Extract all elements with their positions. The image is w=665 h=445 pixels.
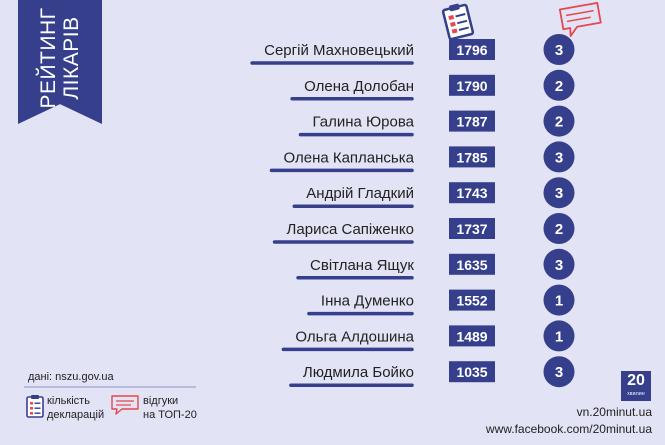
declarations-value: 1787 bbox=[456, 114, 487, 130]
clipboard-icon bbox=[441, 3, 475, 41]
reviews-value: 3 bbox=[555, 149, 563, 166]
legend-reviews-line2: на ТОП-20 bbox=[143, 409, 197, 421]
reviews-value: 2 bbox=[555, 221, 563, 238]
doctor-name: Сергій Махновецький bbox=[264, 42, 414, 59]
reviews-value: 3 bbox=[555, 42, 563, 59]
site-link[interactable]: vn.20minut.ua bbox=[576, 405, 652, 419]
reviews-circle bbox=[543, 284, 575, 316]
clipboard-icon bbox=[26, 395, 44, 418]
declarations-box bbox=[449, 39, 495, 60]
declarations-box bbox=[449, 289, 495, 311]
credits: vn.20minut.ua www.facebook.com/20minut.u… bbox=[486, 404, 652, 438]
doctor-name: Світлана Ящук bbox=[310, 257, 414, 274]
title-banner bbox=[18, 0, 102, 124]
legend-declarations: кількість декларацій bbox=[26, 394, 104, 422]
reviews-circle bbox=[543, 69, 575, 101]
declarations-box bbox=[449, 325, 495, 347]
doctor-name: Лариса Сапіженко bbox=[287, 221, 414, 238]
declarations-value: 1489 bbox=[456, 328, 487, 344]
declarations-box bbox=[449, 182, 495, 204]
doctor-name: Ольга Алдошина bbox=[295, 328, 414, 345]
doctor-name: Андрій Гладкий bbox=[306, 185, 414, 202]
doctor-name: Людмила Бойко bbox=[303, 364, 414, 381]
reviews-value: 2 bbox=[555, 114, 563, 131]
speech-bubble-icon bbox=[558, 2, 602, 37]
logo-text: хвилин bbox=[627, 391, 645, 397]
reviews-value: 1 bbox=[555, 293, 563, 310]
reviews-circle bbox=[543, 105, 575, 137]
declarations-value: 1552 bbox=[456, 293, 487, 309]
source-note: дані: nszu.gov.ua bbox=[28, 371, 114, 383]
declarations-value: 1635 bbox=[456, 257, 487, 273]
reviews-circle bbox=[543, 177, 575, 209]
doctor-name: Галина Юрова bbox=[312, 114, 414, 131]
declarations-value: 1743 bbox=[456, 185, 487, 201]
reviews-value: 3 bbox=[555, 257, 563, 274]
reviews-circle bbox=[543, 34, 575, 65]
doctor-name: Олена Долобан bbox=[304, 78, 414, 95]
reviews-circle bbox=[543, 213, 575, 244]
reviews-circle bbox=[543, 320, 575, 352]
declarations-value: 1790 bbox=[456, 78, 487, 94]
declarations-box bbox=[449, 361, 495, 383]
declarations-box bbox=[449, 218, 495, 239]
legend-reviews-line1: відгуки bbox=[143, 395, 179, 407]
declarations-box bbox=[449, 74, 495, 96]
logo-number: 20 bbox=[627, 372, 645, 389]
declarations-value: 1796 bbox=[456, 42, 487, 58]
facebook-link[interactable]: www.facebook.com/20minut.ua bbox=[485, 422, 652, 436]
reviews-circle bbox=[543, 356, 575, 388]
reviews-value: 3 bbox=[555, 364, 563, 381]
doctor-name: Інна Думенко bbox=[321, 293, 414, 310]
legend-reviews: відгуки на ТОП-20 bbox=[110, 394, 197, 422]
doctor-name: Олена Капланська bbox=[283, 149, 414, 166]
reviews-value: 3 bbox=[555, 185, 563, 202]
declarations-value: 1785 bbox=[456, 149, 487, 165]
logo: 20 хвилин bbox=[621, 371, 651, 401]
reviews-value: 2 bbox=[555, 78, 563, 95]
speech-bubble-icon bbox=[111, 395, 139, 415]
reviews-value: 1 bbox=[555, 328, 563, 345]
footer-divider bbox=[24, 386, 196, 388]
declarations-value: 1737 bbox=[456, 221, 487, 237]
declarations-box bbox=[449, 253, 495, 275]
declarations-box bbox=[449, 146, 495, 168]
reviews-circle bbox=[543, 141, 575, 173]
reviews-circle bbox=[543, 248, 575, 280]
legend-declarations-line2: декларацій bbox=[47, 409, 105, 421]
declarations-box bbox=[449, 110, 495, 132]
declarations-value: 1035 bbox=[456, 364, 487, 380]
legend-declarations-line1: кількість bbox=[47, 395, 90, 407]
